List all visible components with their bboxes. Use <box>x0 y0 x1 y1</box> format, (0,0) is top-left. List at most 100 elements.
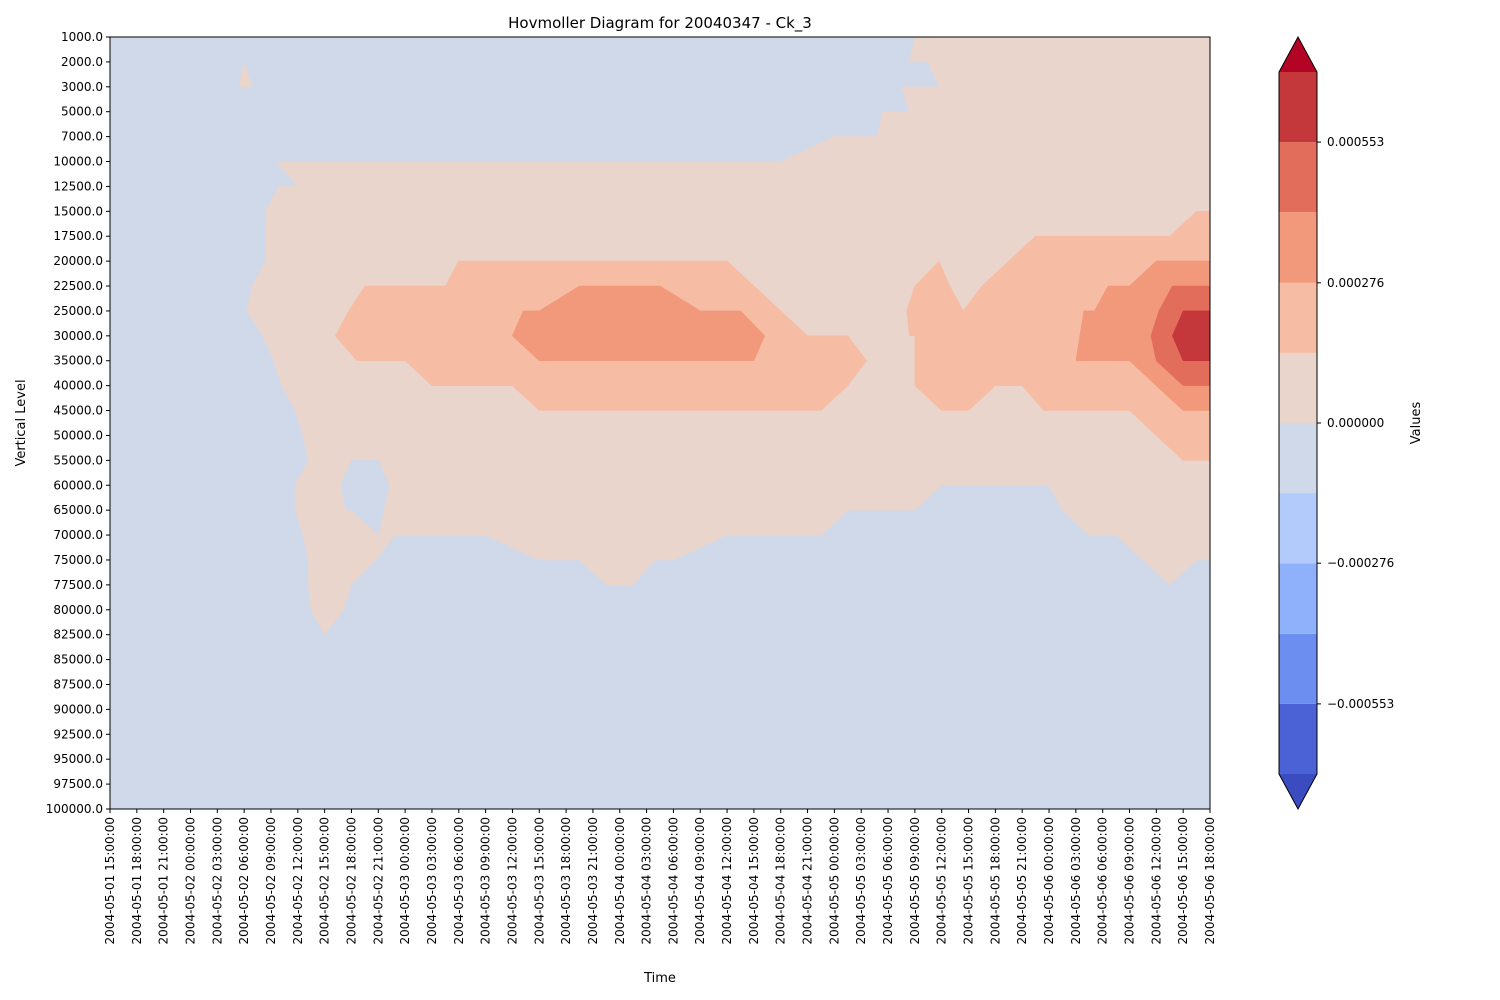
y-tick-label: 50000.0 <box>53 428 103 442</box>
contour-region-7 <box>1172 310 1210 362</box>
x-tick-label: 2004-05-05 09:00:00 <box>908 817 922 944</box>
x-tick-label: 2004-05-02 00:00:00 <box>183 817 197 944</box>
y-tick-label: 22500.0 <box>53 279 103 293</box>
y-tick-label: 60000.0 <box>53 478 103 492</box>
y-tick-label: 25000.0 <box>53 304 103 318</box>
y-tick-label: 87500.0 <box>53 677 103 691</box>
x-tick-label: 2004-05-05 03:00:00 <box>854 817 868 944</box>
y-axis: 1000.0 2000.0 3000.0 5000.0 7000.0 10000.0 125… <box>46 30 110 816</box>
x-tick-label: 2004-05-04 12:00:00 <box>720 817 734 944</box>
x-tick-label: 2004-05-03 12:00:00 <box>505 817 519 944</box>
y-tick-label: 35000.0 <box>53 354 103 368</box>
contour-region-3 <box>906 211 1210 461</box>
x-tick-label: 2004-05-04 09:00:00 <box>693 817 707 944</box>
y-tick-label: 12500.0 <box>53 179 103 193</box>
x-tick-label: 2004-05-05 15:00:00 <box>962 817 976 944</box>
x-tick-label: 2004-05-05 12:00:00 <box>935 817 949 944</box>
colorbar-segment <box>1279 423 1317 494</box>
colorbar-segment <box>1279 142 1317 213</box>
x-tick-label: 2004-05-04 00:00:00 <box>613 817 627 944</box>
y-tick-label: 75000.0 <box>53 553 103 567</box>
x-tick-label: 2004-05-02 09:00:00 <box>264 817 278 944</box>
x-tick-label: 2004-05-01 21:00:00 <box>157 817 171 944</box>
colorbar-segment <box>1279 563 1317 634</box>
colorbar-segment <box>1279 352 1317 423</box>
y-tick-label: 7000.0 <box>61 130 103 144</box>
colorbar-segment <box>1279 212 1317 283</box>
y-tick-label: 70000.0 <box>53 528 103 542</box>
y-tick-label: 3000.0 <box>61 80 103 94</box>
plot-frame <box>109 36 1211 810</box>
colorbar-extend-under <box>1279 774 1317 809</box>
x-tick-label: 2004-05-03 18:00:00 <box>559 817 573 944</box>
colorbar-segment <box>1279 282 1317 353</box>
x-tick-label: 2004-05-06 12:00:00 <box>1149 817 1163 944</box>
x-tick-label: 2004-05-06 03:00:00 <box>1069 817 1083 944</box>
y-tick-label: 30000.0 <box>53 329 103 343</box>
colorbar-tick-label: −0.000553 <box>1327 697 1394 711</box>
y-tick-label: 97500.0 <box>53 777 103 791</box>
contour-region-4 <box>512 285 765 362</box>
contour-region-8 <box>238 60 253 88</box>
x-tick-label: 2004-05-03 15:00:00 <box>532 817 546 944</box>
y-tick-label: 45000.0 <box>53 404 103 418</box>
x-tick-label: 2004-05-04 18:00:00 <box>774 817 788 944</box>
x-tick-label: 2004-05-06 15:00:00 <box>1176 817 1190 944</box>
colorbar-tick-label: −0.000276 <box>1327 556 1394 570</box>
colorbar-segment <box>1279 72 1317 143</box>
x-axis: 2004-05-01 15:00:00 2004-05-01 18:00:00 20… <box>103 809 1217 944</box>
colorbar-tick-label: 0.000553 <box>1327 135 1384 149</box>
x-tick-label: 2004-05-05 00:00:00 <box>827 817 841 944</box>
y-tick-label: 5000.0 <box>61 105 103 119</box>
y-tick-label: 1000.0 <box>61 30 103 44</box>
colorbar-segment <box>1279 493 1317 564</box>
y-tick-label: 65000.0 <box>53 503 103 517</box>
y-tick-label: 40000.0 <box>53 379 103 393</box>
y-tick-label: 80000.0 <box>53 603 103 617</box>
x-tick-label: 2004-05-04 21:00:00 <box>801 817 815 944</box>
y-tick-label: 15000.0 <box>53 204 103 218</box>
colorbar-frame <box>1278 35 1318 811</box>
x-tick-label: 2004-05-06 18:00:00 <box>1203 817 1217 944</box>
y-tick-label: 82500.0 <box>53 628 103 642</box>
x-tick-label: 2004-05-06 06:00:00 <box>1096 817 1110 944</box>
x-tick-label: 2004-05-06 00:00:00 <box>1042 817 1056 944</box>
x-tick-label: 2004-05-01 18:00:00 <box>130 817 144 944</box>
x-tick-label: 2004-05-05 06:00:00 <box>881 817 895 944</box>
x-tick-label: 2004-05-04 15:00:00 <box>747 817 761 944</box>
y-tick-label: 85000.0 <box>53 653 103 667</box>
x-tick-label: 2004-05-03 00:00:00 <box>398 817 412 944</box>
x-tick-label: 2004-05-04 03:00:00 <box>640 817 654 944</box>
colorbar-segment <box>1279 633 1317 704</box>
y-tick-label: 95000.0 <box>53 752 103 766</box>
x-tick-label: 2004-05-02 06:00:00 <box>237 817 251 944</box>
colorbar-segment <box>1279 703 1317 774</box>
y-tick-label: 100000.0 <box>46 802 103 816</box>
contour-region-1 <box>340 460 390 536</box>
y-tick-label: 92500.0 <box>53 727 103 741</box>
x-tick-label: 2004-05-03 06:00:00 <box>452 817 466 944</box>
x-tick-label: 2004-05-02 15:00:00 <box>318 817 332 944</box>
y-tick-label: 90000.0 <box>53 702 103 716</box>
y-tick-label: 10000.0 <box>53 155 103 169</box>
chart-title: Hovmoller Diagram for 20040347 - Ck_3 <box>508 14 812 33</box>
x-tick-label: 2004-05-02 03:00:00 <box>210 817 224 944</box>
y-tick-label: 17500.0 <box>53 229 103 243</box>
colorbar: −0.000553 −0.000276 0.000000 0.000276 0.0005… <box>1278 35 1394 811</box>
x-tick-label: 2004-05-03 03:00:00 <box>425 817 439 944</box>
x-tick-label: 2004-05-03 21:00:00 <box>586 817 600 944</box>
x-tick-label: 2004-05-04 06:00:00 <box>666 817 680 944</box>
colorbar-label: Values <box>1409 402 1424 445</box>
y-tick-label: 2000.0 <box>61 55 103 69</box>
colorbar-tick-label: 0.000276 <box>1327 276 1384 290</box>
plot-area <box>110 37 1210 809</box>
x-tick-label: 2004-05-01 15:00:00 <box>103 817 117 944</box>
x-tick-label: 2004-05-05 18:00:00 <box>988 817 1002 944</box>
x-tick-label: 2004-05-02 12:00:00 <box>291 817 305 944</box>
x-tick-label: 2004-05-02 21:00:00 <box>371 817 385 944</box>
y-tick-label: 20000.0 <box>53 254 103 268</box>
x-tick-label: 2004-05-05 21:00:00 <box>1015 817 1029 944</box>
x-tick-label: 2004-05-02 18:00:00 <box>344 817 358 944</box>
y-tick-label: 55000.0 <box>53 453 103 467</box>
